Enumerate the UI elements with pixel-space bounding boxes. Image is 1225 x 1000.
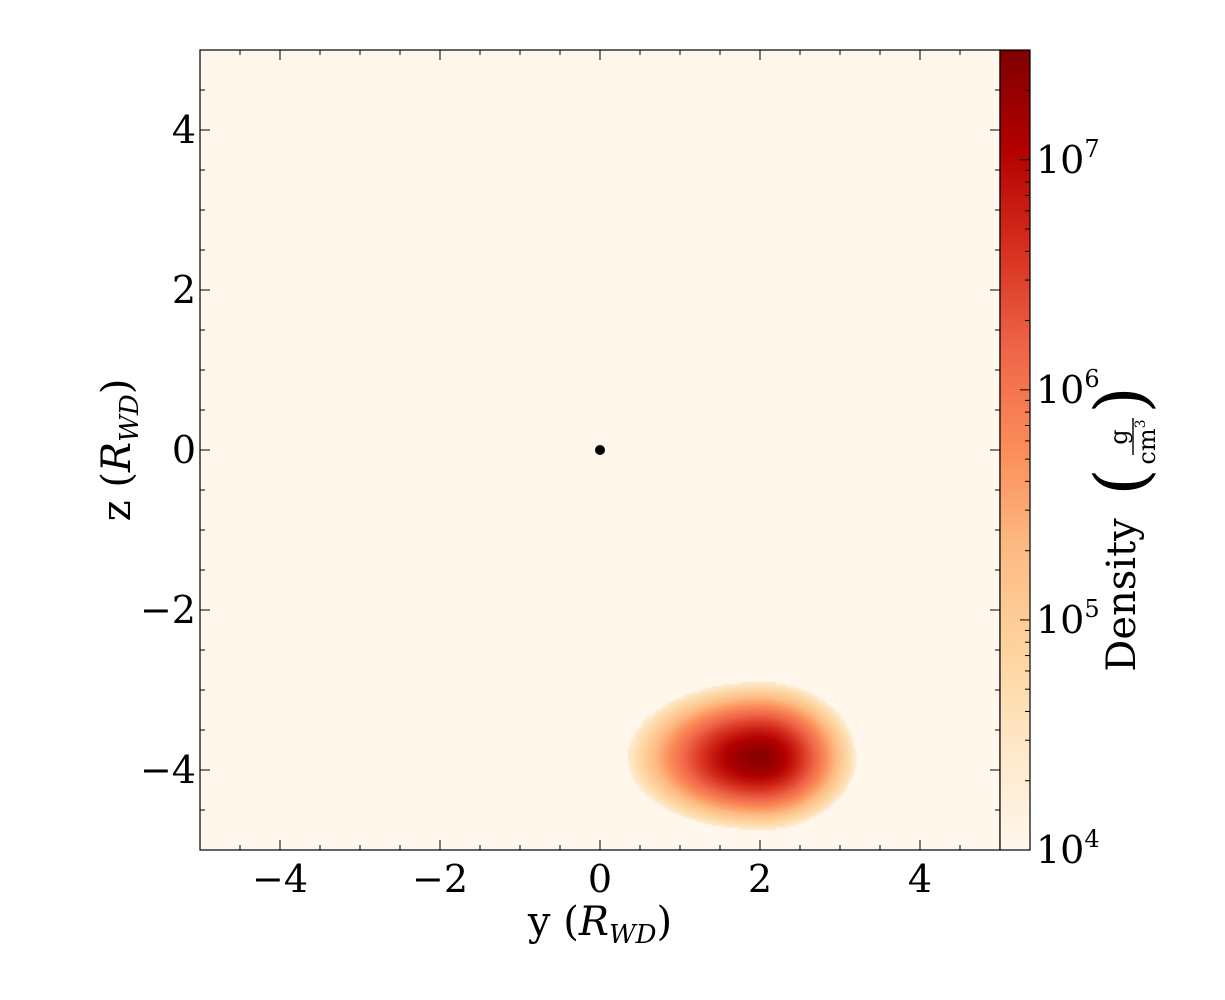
colorbar-label: Density ( g cm3 ) — [1080, 386, 1162, 671]
colorbar-tick-label: 104 — [1036, 825, 1100, 872]
x-axis-ticks — [199, 50, 1001, 850]
y-tick-label: 2 — [172, 268, 196, 312]
colorbar — [1000, 50, 1030, 850]
colorbar-tick-label: 106 — [1036, 365, 1100, 412]
colorbar-frame — [999, 49, 1031, 851]
colorbar-unit-left-paren: ( — [1080, 468, 1162, 495]
y-axis-ticks — [200, 49, 1000, 851]
colorbar-label-text: Density — [1099, 518, 1145, 672]
x-tick-label: 2 — [748, 857, 772, 901]
y-tick-label: 0 — [172, 428, 196, 472]
colorbar-tick-label: 107 — [1036, 135, 1100, 182]
colorbar-unit-right-paren: ) — [1080, 386, 1162, 413]
colorbar-unit-numerator: g — [1105, 429, 1133, 444]
y-tick-label: −2 — [140, 588, 196, 632]
x-tick-label: 4 — [908, 857, 932, 901]
colorbar-ticks — [1020, 49, 1030, 851]
y-tick-label: −4 — [140, 748, 196, 792]
colorbar-unit-denominator: cm3 — [1133, 419, 1161, 464]
x-tick-label: 0 — [588, 857, 612, 901]
x-axis-label: y (RWD) — [527, 899, 672, 950]
x-axis-tick-labels: −4 −2 0 2 4 — [252, 857, 932, 901]
colorbar-tick-label: 105 — [1036, 595, 1100, 642]
colorbar-tick-labels: 104 105 106 107 — [1036, 135, 1100, 872]
x-tick-label: −2 — [412, 857, 468, 901]
y-tick-label: 4 — [172, 108, 196, 152]
origin-marker — [595, 445, 605, 455]
x-tick-label: −4 — [252, 857, 308, 901]
y-axis-label: z (RWD) — [94, 379, 145, 522]
y-axis-tick-labels: 4 2 0 −2 −4 — [140, 108, 196, 792]
